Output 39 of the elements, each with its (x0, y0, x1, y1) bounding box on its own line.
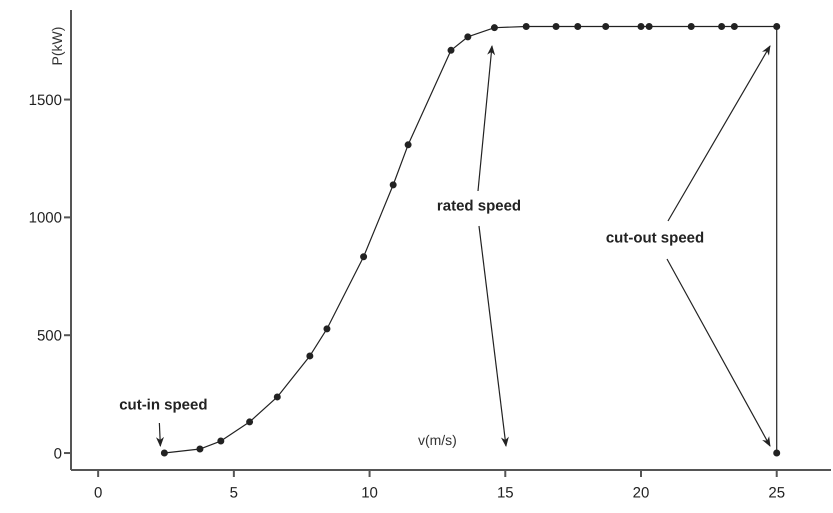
point (448, 46, 454, 54)
point (323, 325, 330, 332)
point (638, 22, 644, 30)
point (773, 22, 780, 30)
point (688, 22, 695, 30)
point (522, 22, 530, 30)
point (274, 393, 281, 400)
y-tick-label: 0 (54, 445, 62, 462)
point (464, 33, 472, 40)
x-tick-label: 0 (94, 484, 102, 502)
y-axis-title: P(kW) (49, 26, 65, 66)
point (574, 22, 582, 30)
annotation: cut-out speed (606, 230, 704, 246)
point (246, 418, 254, 426)
point (773, 450, 780, 457)
x-tick-label: 5 (230, 484, 238, 502)
point (160, 450, 168, 457)
point (404, 141, 412, 148)
point (718, 22, 726, 30)
point (552, 22, 560, 30)
point (730, 22, 738, 30)
point (390, 181, 397, 188)
x-tick-label: 20 (632, 484, 650, 502)
point (646, 22, 653, 30)
x-axis-title: v(m/s) (418, 432, 457, 448)
point (217, 438, 224, 445)
annotation: rated speed (436, 198, 522, 214)
y-tick-label: 1500 (28, 92, 62, 109)
y-tick-label: 500 (36, 328, 62, 345)
point (490, 24, 498, 32)
point (360, 253, 368, 260)
x-tick-label: 25 (768, 484, 786, 502)
x-tick-label: 15 (496, 484, 514, 502)
y-tick-label: 1000 (28, 210, 62, 227)
x-tick-label: 10 (361, 484, 378, 502)
annotation: cut-in speed (119, 396, 208, 414)
point (602, 22, 610, 30)
point (306, 352, 314, 360)
point (196, 446, 204, 453)
